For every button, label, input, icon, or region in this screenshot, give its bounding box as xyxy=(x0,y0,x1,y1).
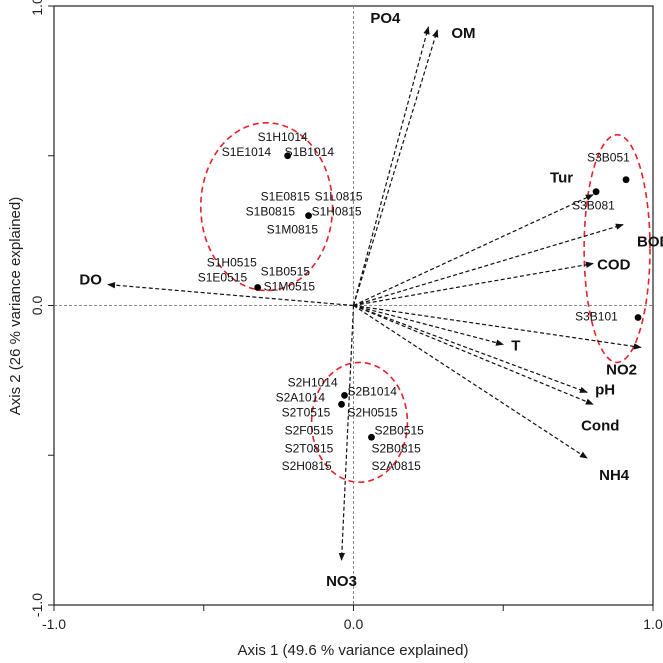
vector-label: NH4 xyxy=(599,467,630,484)
loading-vector xyxy=(107,281,354,307)
loading-vector xyxy=(353,304,594,405)
loading-vector xyxy=(353,304,642,350)
site-label: S1E1014 xyxy=(222,145,272,159)
loading-vector xyxy=(352,29,439,306)
site-label: S2H1014 xyxy=(288,375,338,389)
group-ellipse xyxy=(199,122,334,292)
site-label: S2T0515 xyxy=(282,405,331,419)
x-tick-label: 1.0 xyxy=(643,616,663,632)
site-label: S2H0815 xyxy=(282,459,332,473)
site-point xyxy=(254,284,262,291)
vector-label: T xyxy=(511,337,520,354)
vector-label: NO3 xyxy=(326,573,357,590)
vector-label: Tur xyxy=(550,170,573,187)
group-ellipse xyxy=(583,133,651,364)
site-point xyxy=(368,433,375,441)
site-label: S1H0815 xyxy=(312,205,362,219)
site-label: S2B1014 xyxy=(348,384,398,398)
loading-vector xyxy=(353,194,594,307)
site-point xyxy=(284,152,292,160)
loading-vector xyxy=(353,261,594,307)
site-label: S1H0515 xyxy=(207,256,257,270)
site-label: S1H1014 xyxy=(258,130,308,144)
site-label: S3B101 xyxy=(575,309,618,323)
site-point xyxy=(592,188,600,196)
vector-label: pH xyxy=(595,381,615,398)
site-label: S3B081 xyxy=(572,199,615,213)
y-tick-label: 1.0 xyxy=(29,0,45,16)
vector-label: COD xyxy=(597,257,631,274)
loading-vector xyxy=(353,223,624,307)
vector-label: OM xyxy=(451,25,475,42)
site-label: S1L0815 xyxy=(315,190,363,204)
vector-label: NO2 xyxy=(606,361,637,378)
site-point xyxy=(622,176,630,184)
site-label: S1M0815 xyxy=(267,223,319,237)
site-label: S1E0515 xyxy=(198,271,248,285)
site-label: S2A1014 xyxy=(276,390,326,404)
site-label: S2F0515 xyxy=(285,423,334,437)
site-label: S2A0815 xyxy=(371,459,421,473)
loading-vector xyxy=(353,304,588,459)
group-ellipse xyxy=(310,361,409,484)
y-axis-title: Axis 2 (26 % variance explained) xyxy=(7,197,24,415)
x-axis-title: Axis 1 (49.6 % variance explained) xyxy=(238,642,469,659)
site-point xyxy=(634,314,642,321)
loading-vector xyxy=(353,304,588,393)
site-label: S2B0815 xyxy=(371,441,421,455)
vector-label: BOD xyxy=(637,234,663,251)
site-label: S2T0815 xyxy=(285,441,334,455)
x-tick-label: 0.0 xyxy=(344,616,364,632)
site-label: S1E0815 xyxy=(261,190,311,204)
y-tick-label: 0.0 xyxy=(29,296,45,316)
site-label: S2B0515 xyxy=(374,423,424,437)
loading-vector xyxy=(353,304,505,346)
site-point xyxy=(341,391,348,399)
loading-vector xyxy=(352,26,430,306)
site-label: S2H0515 xyxy=(348,405,398,419)
x-tick-label: -1.0 xyxy=(42,616,66,632)
site-label: S1B1014 xyxy=(285,145,335,159)
vector-label: PO4 xyxy=(370,10,401,27)
site-label: S1B0515 xyxy=(261,265,311,279)
site-label: S3B051 xyxy=(587,151,630,165)
site-label: S1M0515 xyxy=(264,280,316,294)
vector-label: Cond xyxy=(581,417,619,434)
site-point xyxy=(305,212,312,220)
site-label: S1B0815 xyxy=(246,205,296,219)
vector-label: DO xyxy=(79,272,102,289)
site-point xyxy=(338,400,345,408)
y-tick-label: -1.0 xyxy=(29,593,45,617)
loading-vector xyxy=(338,305,355,561)
